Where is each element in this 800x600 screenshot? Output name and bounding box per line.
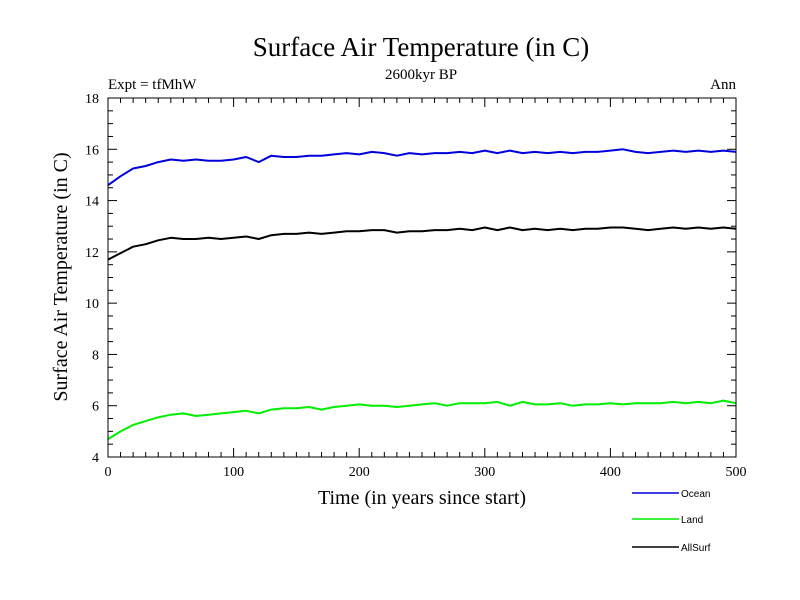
x-tick-label: 500 xyxy=(726,465,747,480)
series-line-ocean xyxy=(107,148,737,187)
y-tick-label: 16 xyxy=(85,143,99,158)
series-line-land xyxy=(107,399,737,440)
legend-label-allsurf: AllSurf xyxy=(681,543,711,554)
y-tick-label: 8 xyxy=(92,348,99,363)
y-tick-label: 6 xyxy=(92,400,99,415)
y-axis-ticks: 4 6 8 10 12 14 16 18 xyxy=(85,92,736,466)
x-tick-label: 400 xyxy=(600,465,621,480)
chart-title: Surface Air Temperature (in C) xyxy=(253,32,590,62)
x-tick-label: 300 xyxy=(474,465,495,480)
x-tick-label: 200 xyxy=(349,465,370,480)
x-axis-ticks: 0 100 200 300 400 500 xyxy=(105,98,747,480)
x-tick-label: 0 xyxy=(105,465,112,480)
legend-label-land: Land xyxy=(681,515,703,526)
y-axis-label: Surface Air Temperature (in C) xyxy=(50,152,72,401)
experiment-label: Expt = tfMhW xyxy=(108,77,197,93)
series-line-allsurf xyxy=(107,226,737,261)
x-axis-label: Time (in years since start) xyxy=(318,487,526,509)
y-tick-label: 12 xyxy=(85,246,99,261)
plot-frame xyxy=(107,97,737,458)
legend: Ocean Land AllSurf xyxy=(632,489,711,554)
y-tick-label: 10 xyxy=(85,297,99,312)
y-tick-label: 14 xyxy=(85,195,99,210)
y-tick-label: 18 xyxy=(85,92,99,107)
season-label: Ann xyxy=(710,77,736,93)
legend-label-ocean: Ocean xyxy=(681,489,710,500)
series-lines xyxy=(107,148,737,440)
chart-subtitle: 2600kyr BP xyxy=(385,67,457,83)
x-tick-label: 100 xyxy=(223,465,244,480)
y-tick-label: 4 xyxy=(92,451,99,466)
